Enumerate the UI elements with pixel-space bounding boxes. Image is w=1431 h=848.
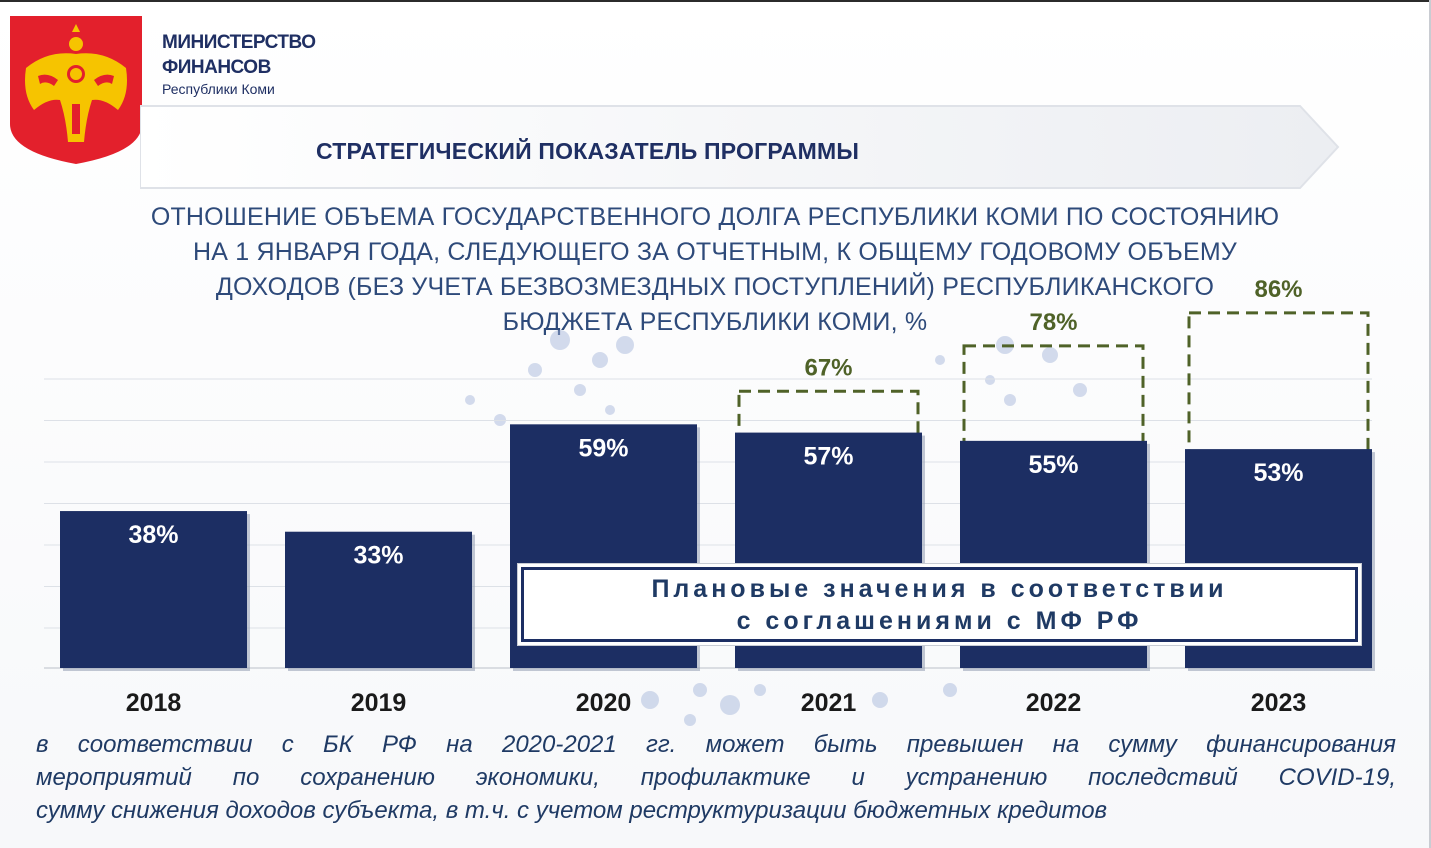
komi-emblem-logo [10, 16, 142, 164]
decor-dot [465, 395, 475, 405]
chart-title-line: БЮДЖЕТА РЕСПУБЛИКИ КОМИ, % [502, 308, 928, 336]
decor-dot [720, 695, 740, 715]
chart-title: ОТНОШЕНИЕ ОБЪЕМА ГОСУДАРСТВЕННОГО ДОЛГА … [60, 200, 1370, 340]
footnote-line: сумму снижения доходов субъекта, в т.ч. … [36, 797, 1108, 824]
decor-dot [605, 405, 615, 415]
bar-value-label: 55% [1028, 451, 1078, 479]
plan-legend-box: Плановые значения в соответствии с согла… [521, 567, 1358, 642]
bar-value-label: 59% [578, 434, 628, 462]
x-tick-label: 2021 [801, 689, 857, 717]
bar-value-label: 38% [128, 521, 178, 549]
title-banner-arrow [140, 105, 1340, 189]
decor-dot [550, 330, 570, 350]
bar-value-label: 33% [353, 542, 403, 570]
top-border [0, 0, 1431, 2]
x-tick-label: 2022 [1026, 689, 1082, 717]
decor-dot [528, 363, 542, 377]
chart-title-line: НА 1 ЯНВАРЯ ГОДА, СЛЕДУЮЩЕГО ЗА ОТЧЕТНЫМ… [193, 238, 1237, 266]
right-border [1429, 0, 1431, 848]
decor-dot [641, 691, 659, 709]
footnote-line: в соответствии с БК РФ на 2020-2021 гг. … [36, 731, 1396, 758]
banner-title: СТРАТЕГИЧЕСКИЙ ПОКАЗАТЕЛЬ ПРОГРАММЫ [316, 138, 860, 164]
bar-value-label: 57% [803, 443, 853, 471]
chart-title-line: ДОХОДОВ (БЕЗ УЧЕТА БЕЗВОЗМЕЗДНЫХ ПОСТУПЛ… [215, 273, 1215, 301]
decor-dot [1073, 383, 1087, 397]
ministry-line2: ФИНАНСОВ [162, 57, 271, 78]
x-tick-label: 2023 [1251, 689, 1307, 717]
plan-value-box [1187, 311, 1370, 457]
decor-dot [693, 683, 707, 697]
legend-line1: Плановые значения в соответствии [651, 574, 1228, 603]
footnote-line: мероприятий по сохранению экономики, про… [36, 764, 1396, 791]
plan-value-box [737, 389, 920, 441]
decor-dot [592, 352, 608, 368]
ministry-name: МИНИСТЕРСТВО ФИНАНСОВ Республики Коми [162, 30, 316, 98]
decor-dot [616, 336, 634, 354]
plan-value-label: 78% [1029, 309, 1077, 336]
decor-dot [1042, 347, 1058, 363]
footnote: в соответствии с БК РФ на 2020-2021 гг. … [36, 728, 1396, 827]
plan-value-label: 86% [1254, 276, 1302, 303]
decor-dot [935, 355, 945, 365]
bar [60, 511, 247, 668]
decor-dot [1004, 394, 1016, 406]
bar-value-label: 53% [1253, 459, 1303, 487]
decor-dot [943, 683, 957, 697]
decor-dot [985, 375, 995, 385]
legend-line2: с соглашениями с МФ РФ [736, 606, 1143, 635]
ministry-line1: МИНИСТЕРСТВО [162, 32, 316, 53]
x-tick-label: 2020 [576, 689, 632, 717]
plan-value-label: 67% [804, 354, 852, 381]
decor-dot [684, 714, 696, 726]
chart-title-line: ОТНОШЕНИЕ ОБЪЕМА ГОСУДАРСТВЕННОГО ДОЛГА … [150, 203, 1280, 231]
x-tick-label: 2018 [126, 689, 182, 717]
bar [285, 531, 472, 668]
decor-dot [872, 692, 888, 708]
decor-dot [574, 384, 586, 396]
decor-dot [754, 684, 766, 696]
ministry-line3: Республики Коми [162, 81, 275, 97]
x-tick-label: 2019 [351, 689, 407, 717]
